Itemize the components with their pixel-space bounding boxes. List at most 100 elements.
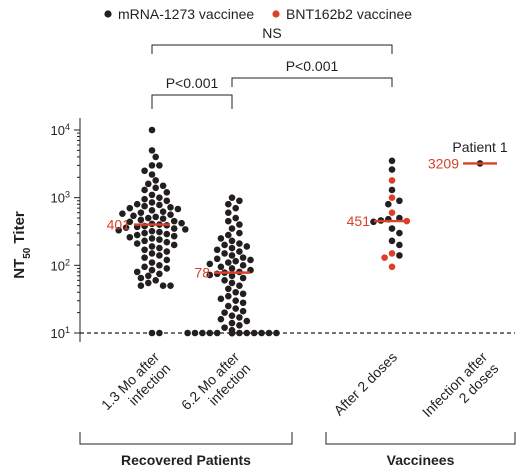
- data-point: [221, 250, 228, 257]
- data-point: [163, 248, 171, 255]
- y-tick-label: 104: [51, 122, 70, 138]
- data-point: [156, 236, 163, 243]
- data-point: [156, 201, 163, 209]
- data-point: [178, 219, 185, 227]
- data-point: [239, 254, 247, 261]
- comparison-bracket: [231, 77, 393, 87]
- data-point: [148, 126, 156, 134]
- data-point: [213, 329, 221, 337]
- data-point: [225, 231, 232, 239]
- data-point: [145, 272, 152, 280]
- comparison-label: P<0.001: [166, 75, 219, 91]
- data-point: [388, 263, 396, 271]
- data-point: [163, 265, 171, 272]
- data-point: [141, 167, 148, 175]
- data-point: [396, 214, 403, 222]
- data-point: [137, 209, 145, 216]
- data-point: [148, 259, 156, 266]
- data-point: [167, 282, 174, 290]
- data-point: [152, 184, 159, 192]
- data-point: [388, 186, 396, 194]
- data-point: [126, 233, 134, 241]
- data-point: [148, 227, 156, 235]
- data-point: [221, 241, 228, 249]
- data-point: [182, 226, 189, 233]
- data-point: [170, 241, 178, 249]
- data-point: [388, 225, 396, 232]
- data-point: [228, 252, 236, 259]
- data-point: [159, 208, 167, 216]
- data-point: [141, 246, 148, 254]
- data-point: [247, 256, 254, 264]
- data-point: [206, 329, 214, 337]
- data-point: [148, 243, 156, 250]
- patient-1-annotation: Patient 1: [452, 139, 507, 155]
- data-point: [163, 230, 171, 238]
- data-point: [221, 277, 228, 284]
- data-point: [232, 305, 239, 312]
- legend-marker-bnt: [272, 10, 280, 18]
- data-point: [225, 292, 232, 300]
- data-point: [213, 246, 221, 254]
- data-point: [217, 235, 225, 242]
- data-point: [232, 288, 239, 296]
- data-point: [228, 272, 236, 280]
- data-point: [239, 274, 247, 282]
- data-point: [228, 225, 236, 232]
- data-point: [141, 237, 148, 245]
- data-point: [225, 259, 232, 266]
- group-bracket: [79, 432, 293, 445]
- data-point: [236, 329, 243, 337]
- data-point: [388, 237, 396, 245]
- data-point: [133, 231, 141, 239]
- data-point: [228, 319, 236, 327]
- data-point: [217, 263, 225, 271]
- data-point: [388, 194, 396, 201]
- group-label: Recovered Patients: [121, 452, 251, 468]
- data-point: [228, 279, 236, 287]
- data-point: [239, 307, 247, 315]
- data-point: [156, 162, 163, 169]
- data-point: [217, 315, 225, 323]
- data-point: [228, 312, 236, 320]
- data-point: [396, 197, 403, 205]
- legend-label-mrna: mRNA-1273 vaccinee: [118, 6, 254, 22]
- data-point: [239, 290, 247, 298]
- median-label: 451: [347, 213, 371, 229]
- data-points: [115, 126, 484, 337]
- data-point: [141, 202, 148, 210]
- data-point: [243, 329, 251, 337]
- data-point: [156, 228, 163, 236]
- data-point: [122, 224, 130, 231]
- group-brackets: Recovered Patients Vaccinees: [79, 432, 516, 468]
- data-point: [225, 217, 232, 225]
- data-point: [228, 237, 236, 245]
- data-point: [243, 243, 251, 250]
- category-label: 6.2 Mo afterinfection: [178, 349, 254, 425]
- data-point: [243, 317, 251, 325]
- y-ticks: 101 102 103 104: [51, 122, 80, 341]
- data-point: [148, 147, 156, 154]
- data-point: [119, 210, 126, 217]
- data-point: [163, 256, 171, 264]
- data-point: [141, 263, 148, 271]
- y-tick-label: 103: [51, 190, 70, 206]
- data-point: [239, 299, 247, 307]
- data-point: [236, 229, 243, 237]
- data-point: [225, 200, 232, 208]
- data-point: [148, 207, 156, 214]
- category-label: After 2 doses: [330, 349, 400, 419]
- data-point: [170, 225, 178, 232]
- data-point: [156, 244, 163, 252]
- data-point: [388, 166, 396, 173]
- data-point: [236, 282, 243, 290]
- data-point: [265, 329, 273, 337]
- y-tick-label: 102: [51, 257, 70, 273]
- data-point: [137, 216, 145, 224]
- data-point: [228, 244, 236, 252]
- legend-marker-mrna: [104, 10, 112, 18]
- data-point: [148, 250, 156, 257]
- data-point: [184, 329, 191, 337]
- data-point: [225, 285, 232, 293]
